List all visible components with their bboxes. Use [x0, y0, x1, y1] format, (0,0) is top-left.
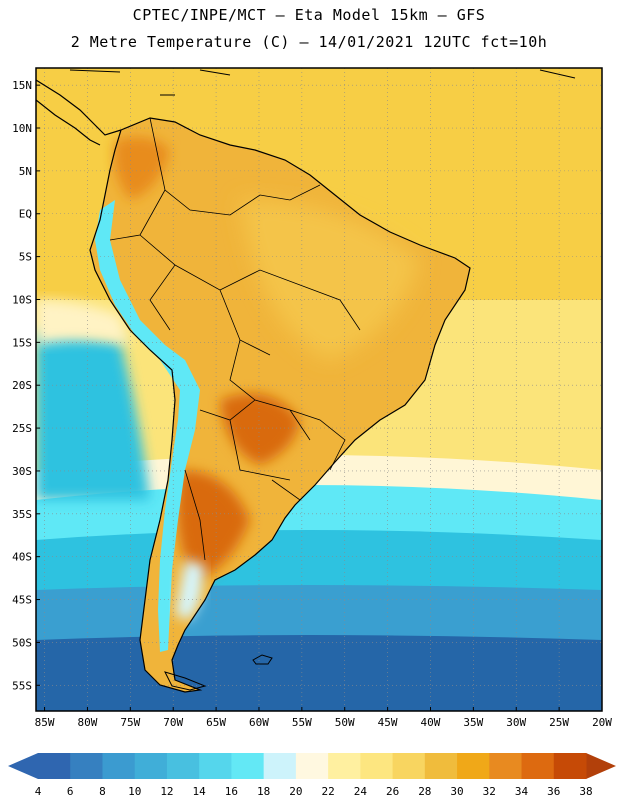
lon-tick-label: 85W: [35, 716, 55, 729]
lat-tick-label: 45S: [12, 594, 32, 607]
lon-tick-label: 40W: [421, 716, 441, 729]
colorbar-high-arrow: [586, 753, 616, 779]
lat-tick-label: 25S: [12, 422, 32, 435]
lat-tick-label: 15S: [12, 336, 32, 349]
colorbar-cell: [489, 753, 523, 779]
colorbar-cell: [231, 753, 265, 779]
lon-tick-label: 55W: [292, 716, 312, 729]
hot-region-paraguay: [220, 393, 300, 465]
colorbar-cell: [295, 753, 329, 779]
colorbar-cell: [102, 753, 136, 779]
colorbar-cell: [392, 753, 426, 779]
temperature-colorbar: 4 6 8 10 12 14 16 18 20 22 24 26 28 30 32 34 36 38: [8, 753, 616, 798]
warm-region-brazil: [240, 200, 420, 360]
colorbar-label: 10: [128, 785, 141, 798]
lat-tick-label: 5N: [19, 165, 32, 178]
lon-tick-label: 25W: [549, 716, 569, 729]
lat-tick-label: 20S: [12, 379, 32, 392]
colorbar-cells: [38, 753, 587, 779]
lon-tick-label: 65W: [206, 716, 226, 729]
latitude-axis: 15N 10N 5N EQ 5S 10S 15S 20S 25S 30S 35S 40S 45S 50S 5…: [12, 79, 40, 692]
colorbar-cell: [199, 753, 232, 779]
colorbar-label: 36: [547, 785, 560, 798]
caribbean-islands: [69, 69, 576, 96]
colorbar-label: 28: [418, 785, 431, 798]
lon-tick-label: 45W: [378, 716, 398, 729]
colorbar-label: 14: [193, 785, 207, 798]
colorbar-label: 22: [321, 785, 334, 798]
hot-region-venezuela: [114, 136, 170, 200]
colorbar-label: 20: [289, 785, 302, 798]
colorbar-label: 30: [450, 785, 463, 798]
colorbar-cell: [38, 753, 71, 779]
colorbar-low-arrow: [8, 753, 38, 779]
hot-region-argentina: [177, 470, 250, 580]
lat-tick-label: 50S: [12, 636, 32, 649]
tierra-del-fuego: [164, 671, 207, 691]
patagonia-cool-area: [175, 560, 205, 620]
colorbar-cell: [328, 753, 361, 779]
pacific-cool-region: [36, 330, 150, 500]
central-america-coast: [36, 79, 122, 146]
pacific-pale-region: [36, 300, 130, 345]
colorbar-cell: [70, 753, 103, 779]
lon-tick-label: 60W: [249, 716, 269, 729]
lat-tick-label: EQ: [19, 208, 32, 221]
colorbar-cell: [263, 753, 297, 779]
lon-tick-label: 75W: [120, 716, 140, 729]
lat-tick-label: 10N: [12, 122, 32, 135]
lon-tick-label: 30W: [506, 716, 526, 729]
falkland-islands: [252, 654, 273, 665]
colorbar-cell: [360, 753, 394, 779]
country-borders: [109, 117, 361, 561]
colorbar-label: 4: [35, 785, 42, 798]
colorbar-label: 38: [579, 785, 592, 798]
colorbar-cell: [553, 753, 587, 779]
colorbar-label: 8: [99, 785, 106, 798]
lat-tick-label: 35S: [12, 508, 32, 521]
colorbar-label: 34: [515, 785, 529, 798]
colorbar-cell: [457, 753, 490, 779]
lon-tick-label: 20W: [592, 716, 612, 729]
title-model: CPTEC/INPE/MCT – Eta Model 15km – GFS: [132, 6, 486, 24]
lon-tick-label: 50W: [335, 716, 355, 729]
colorbar-cell: [424, 753, 458, 779]
longitude-axis: 85W 80W 75W 70W 65W 60W 55W 50W 45W 40W 35W 30W 25W 2…: [35, 707, 612, 729]
map-frame: [35, 67, 603, 712]
lat-tick-label: 30S: [12, 465, 32, 478]
colorbar-label: 6: [67, 785, 74, 798]
lat-tick-label: 10S: [12, 293, 32, 306]
title-variable: 2 Metre Temperature (C) – 14/01/2021 12U…: [70, 33, 548, 51]
colorbar-label: 18: [257, 785, 270, 798]
temperature-field: [36, 68, 602, 711]
colorbar-cell: [134, 753, 168, 779]
colorbar-cell: [166, 753, 200, 779]
ocean-band-coldest: [36, 635, 602, 711]
lat-tick-label: 40S: [12, 551, 32, 564]
lat-tick-label: 5S: [19, 251, 32, 264]
colorbar-label: 26: [386, 785, 399, 798]
coastline: [89, 117, 471, 693]
colorbar-label: 12: [160, 785, 173, 798]
lon-tick-label: 70W: [163, 716, 183, 729]
colorbar-cell: [521, 753, 555, 779]
lon-tick-label: 80W: [78, 716, 98, 729]
lat-tick-label: 15N: [12, 79, 32, 92]
colorbar-label: 24: [354, 785, 368, 798]
colorbar-label: 16: [225, 785, 238, 798]
colorbar-labels: 4 6 8 10 12 14 16 18 20 22 24 26 28 30 32 34 36 38: [35, 785, 593, 798]
lat-tick-label: 55S: [12, 679, 32, 692]
andes-cold-strip: [95, 200, 200, 652]
lon-tick-label: 35W: [463, 716, 483, 729]
colorbar-label: 32: [483, 785, 496, 798]
